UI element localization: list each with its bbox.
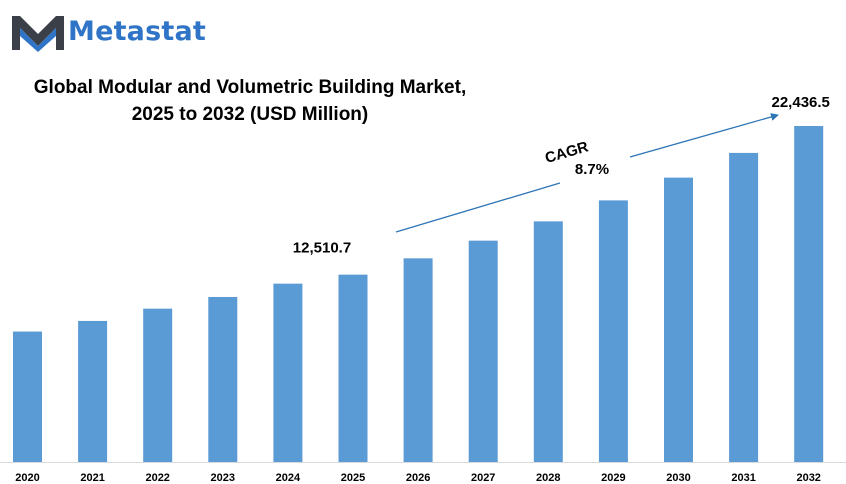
bar-2032 xyxy=(794,126,824,462)
cagr-value: 8.7% xyxy=(575,161,609,178)
metastat-logo-icon xyxy=(12,16,64,52)
cagr-arrow-segment-1 xyxy=(395,182,561,233)
x-tick-2026: 2026 xyxy=(406,472,430,484)
chart-title-line-1: Global Modular and Volumetric Building M… xyxy=(33,77,467,98)
x-tick-2025: 2025 xyxy=(341,472,365,484)
bar-2029 xyxy=(598,200,628,462)
x-tick-2031: 2031 xyxy=(731,472,755,484)
metastat-logo: Metastat xyxy=(10,12,206,52)
bar-2028 xyxy=(533,221,563,462)
chart-title: Global Modular and Volumetric Building M… xyxy=(0,74,500,128)
chart-title-line-2: 2025 to 2032 (USD Million) xyxy=(131,104,369,125)
bar-2024 xyxy=(273,283,303,462)
data-label-2025: 12,510.7 xyxy=(293,240,351,257)
x-tick-2027: 2027 xyxy=(471,472,495,484)
bar-2020 xyxy=(13,331,42,462)
data-label-2032: 22,436.5 xyxy=(772,94,830,111)
bar-2023 xyxy=(208,296,238,462)
brand-name: Metastat xyxy=(68,16,207,47)
x-tick-2032: 2032 xyxy=(796,472,820,484)
bars-group xyxy=(13,126,824,463)
x-tick-2021: 2021 xyxy=(80,472,104,484)
x-tick-2024: 2024 xyxy=(276,472,301,484)
bar-2022 xyxy=(143,308,173,462)
data-labels-group: 12,510.7 22,436.5 xyxy=(293,94,830,257)
x-tick-2023: 2023 xyxy=(211,472,235,484)
cagr-arrow-segment-2 xyxy=(629,113,779,158)
bar-2026 xyxy=(403,258,433,462)
x-tick-2028: 2028 xyxy=(536,472,560,484)
bar-2031 xyxy=(729,152,759,462)
bar-2027 xyxy=(468,240,498,462)
bar-2025 xyxy=(338,274,368,462)
x-tick-2029: 2029 xyxy=(601,472,625,484)
x-tick-2022: 2022 xyxy=(145,472,169,484)
bar-2030 xyxy=(664,177,693,463)
x-axis-ticks: 2020 2021 2022 2023 2024 2025 2026 2027 2028 2029… xyxy=(0,462,846,484)
bar-2021 xyxy=(78,320,108,462)
x-tick-2030: 2030 xyxy=(666,472,690,484)
x-tick-2020: 2020 xyxy=(15,472,39,484)
